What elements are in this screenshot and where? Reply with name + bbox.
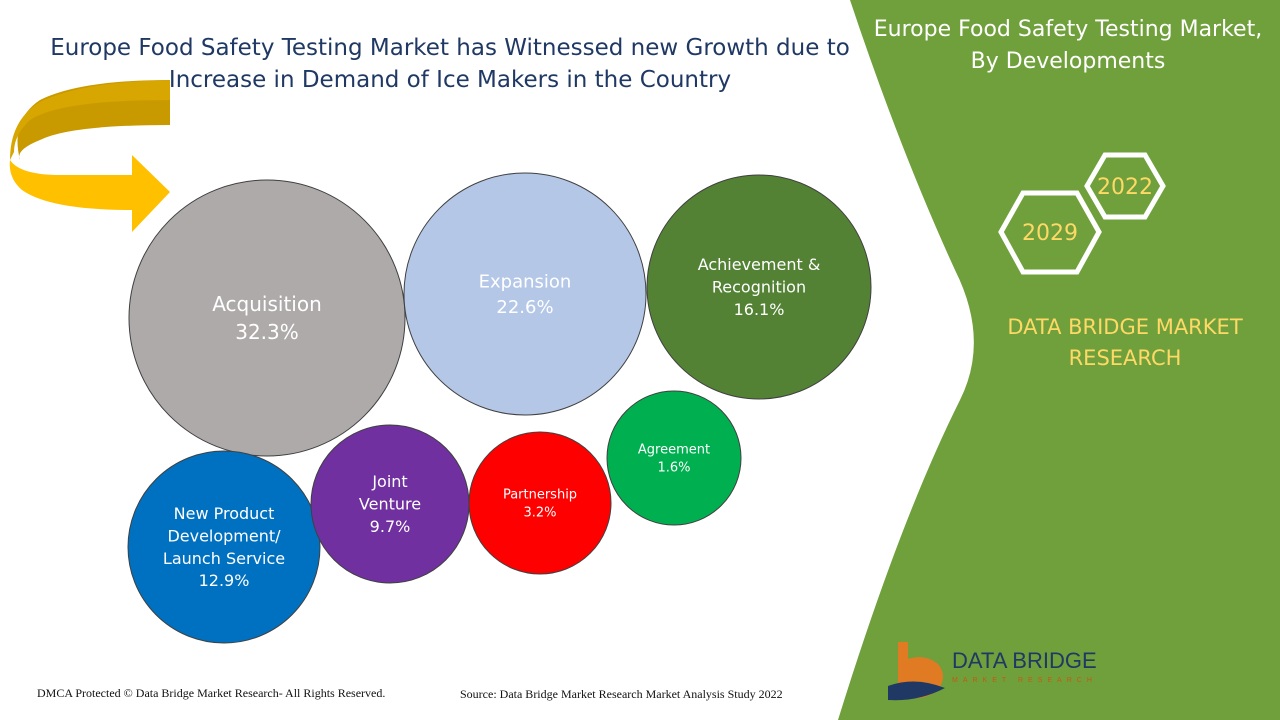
- bubble-name-agreement: Agreement: [638, 442, 710, 457]
- bubble-name-new-product-development-launch-service: Development/: [167, 526, 281, 545]
- bubble-achievement-recognition: [646, 174, 872, 400]
- bubble-name-joint-venture: Venture: [359, 495, 421, 514]
- bubble-label-joint-venture: Joint Venture 9.7%: [359, 472, 421, 536]
- bubble-value-partnership: 3.2%: [523, 506, 556, 521]
- bubble-agreement: [606, 390, 742, 526]
- bubble-value-agreement: 1.6%: [657, 461, 690, 476]
- bubble-name-achievement-recognition: Achievement &: [698, 255, 821, 274]
- hex-2029-label: 2029: [1022, 221, 1078, 246]
- bubble-name-achievement-recognition: Recognition: [712, 278, 806, 297]
- bubble-label-achievement-recognition: Achievement & Recognition 16.1%: [698, 255, 821, 319]
- bubble-name-partnership: Partnership: [503, 487, 577, 502]
- data-bridge-logo-icon: [888, 642, 945, 701]
- bubble-label-expansion: Expansion 22.6%: [479, 272, 572, 318]
- hex-2022-label: 2022: [1097, 175, 1153, 200]
- bubble-label-agreement: Agreement 1.6%: [638, 442, 710, 475]
- hex-2022-icon: [1084, 152, 1166, 220]
- bubble-value-new-product-development-launch-service: 12.9%: [199, 571, 250, 590]
- copyright-text: DMCA Protected © Data Bridge Market Rese…: [37, 686, 386, 700]
- bubble-label-acquisition: Acquisition 32.3%: [212, 292, 322, 344]
- bubble-value-expansion: 22.6%: [496, 297, 553, 318]
- bubble-name-acquisition: Acquisition: [212, 292, 322, 316]
- bubble-expansion: [403, 172, 647, 416]
- bubble-label-partnership: Partnership 3.2%: [503, 487, 577, 520]
- logo-name: DATA BRIDGE: [952, 648, 1097, 673]
- headline: Europe Food Safety Testing Market has Wi…: [50, 35, 850, 93]
- bubble-partnership: [468, 431, 612, 575]
- curved-arrow-icon: [9, 80, 170, 232]
- bubble-label-new-product-development-launch-service: New Product Development/Launch Service 12.…: [163, 504, 285, 590]
- green-side-panel: [838, 0, 1280, 720]
- bubble-value-joint-venture: 9.7%: [370, 517, 411, 536]
- bubble-chart: Acquisition 32.3% Expansion 22.6% Achievemen…: [127, 172, 872, 644]
- bubble-name-new-product-development-launch-service: Launch Service: [163, 549, 285, 568]
- bubble-name-expansion: Expansion: [479, 272, 572, 293]
- side-title: Europe Food Safety Testing Market, By De…: [873, 17, 1263, 74]
- logo-subtitle: MARKET RESEARCH: [952, 677, 1097, 684]
- bubble-name-joint-venture: Joint: [371, 472, 407, 491]
- brand-name: DATA BRIDGE MARKET RESEARCH: [1007, 315, 1243, 370]
- bubble-name-new-product-development-launch-service: New Product: [174, 504, 275, 523]
- source-text: Source: Data Bridge Market Research Mark…: [460, 687, 783, 701]
- bubble-value-achievement-recognition: 16.1%: [734, 300, 785, 319]
- bubble-new-product-development-launch-service: [127, 450, 321, 644]
- bubble-value-acquisition: 32.3%: [235, 320, 299, 344]
- hex-2029-icon: [998, 190, 1102, 275]
- bubble-acquisition: [128, 179, 406, 457]
